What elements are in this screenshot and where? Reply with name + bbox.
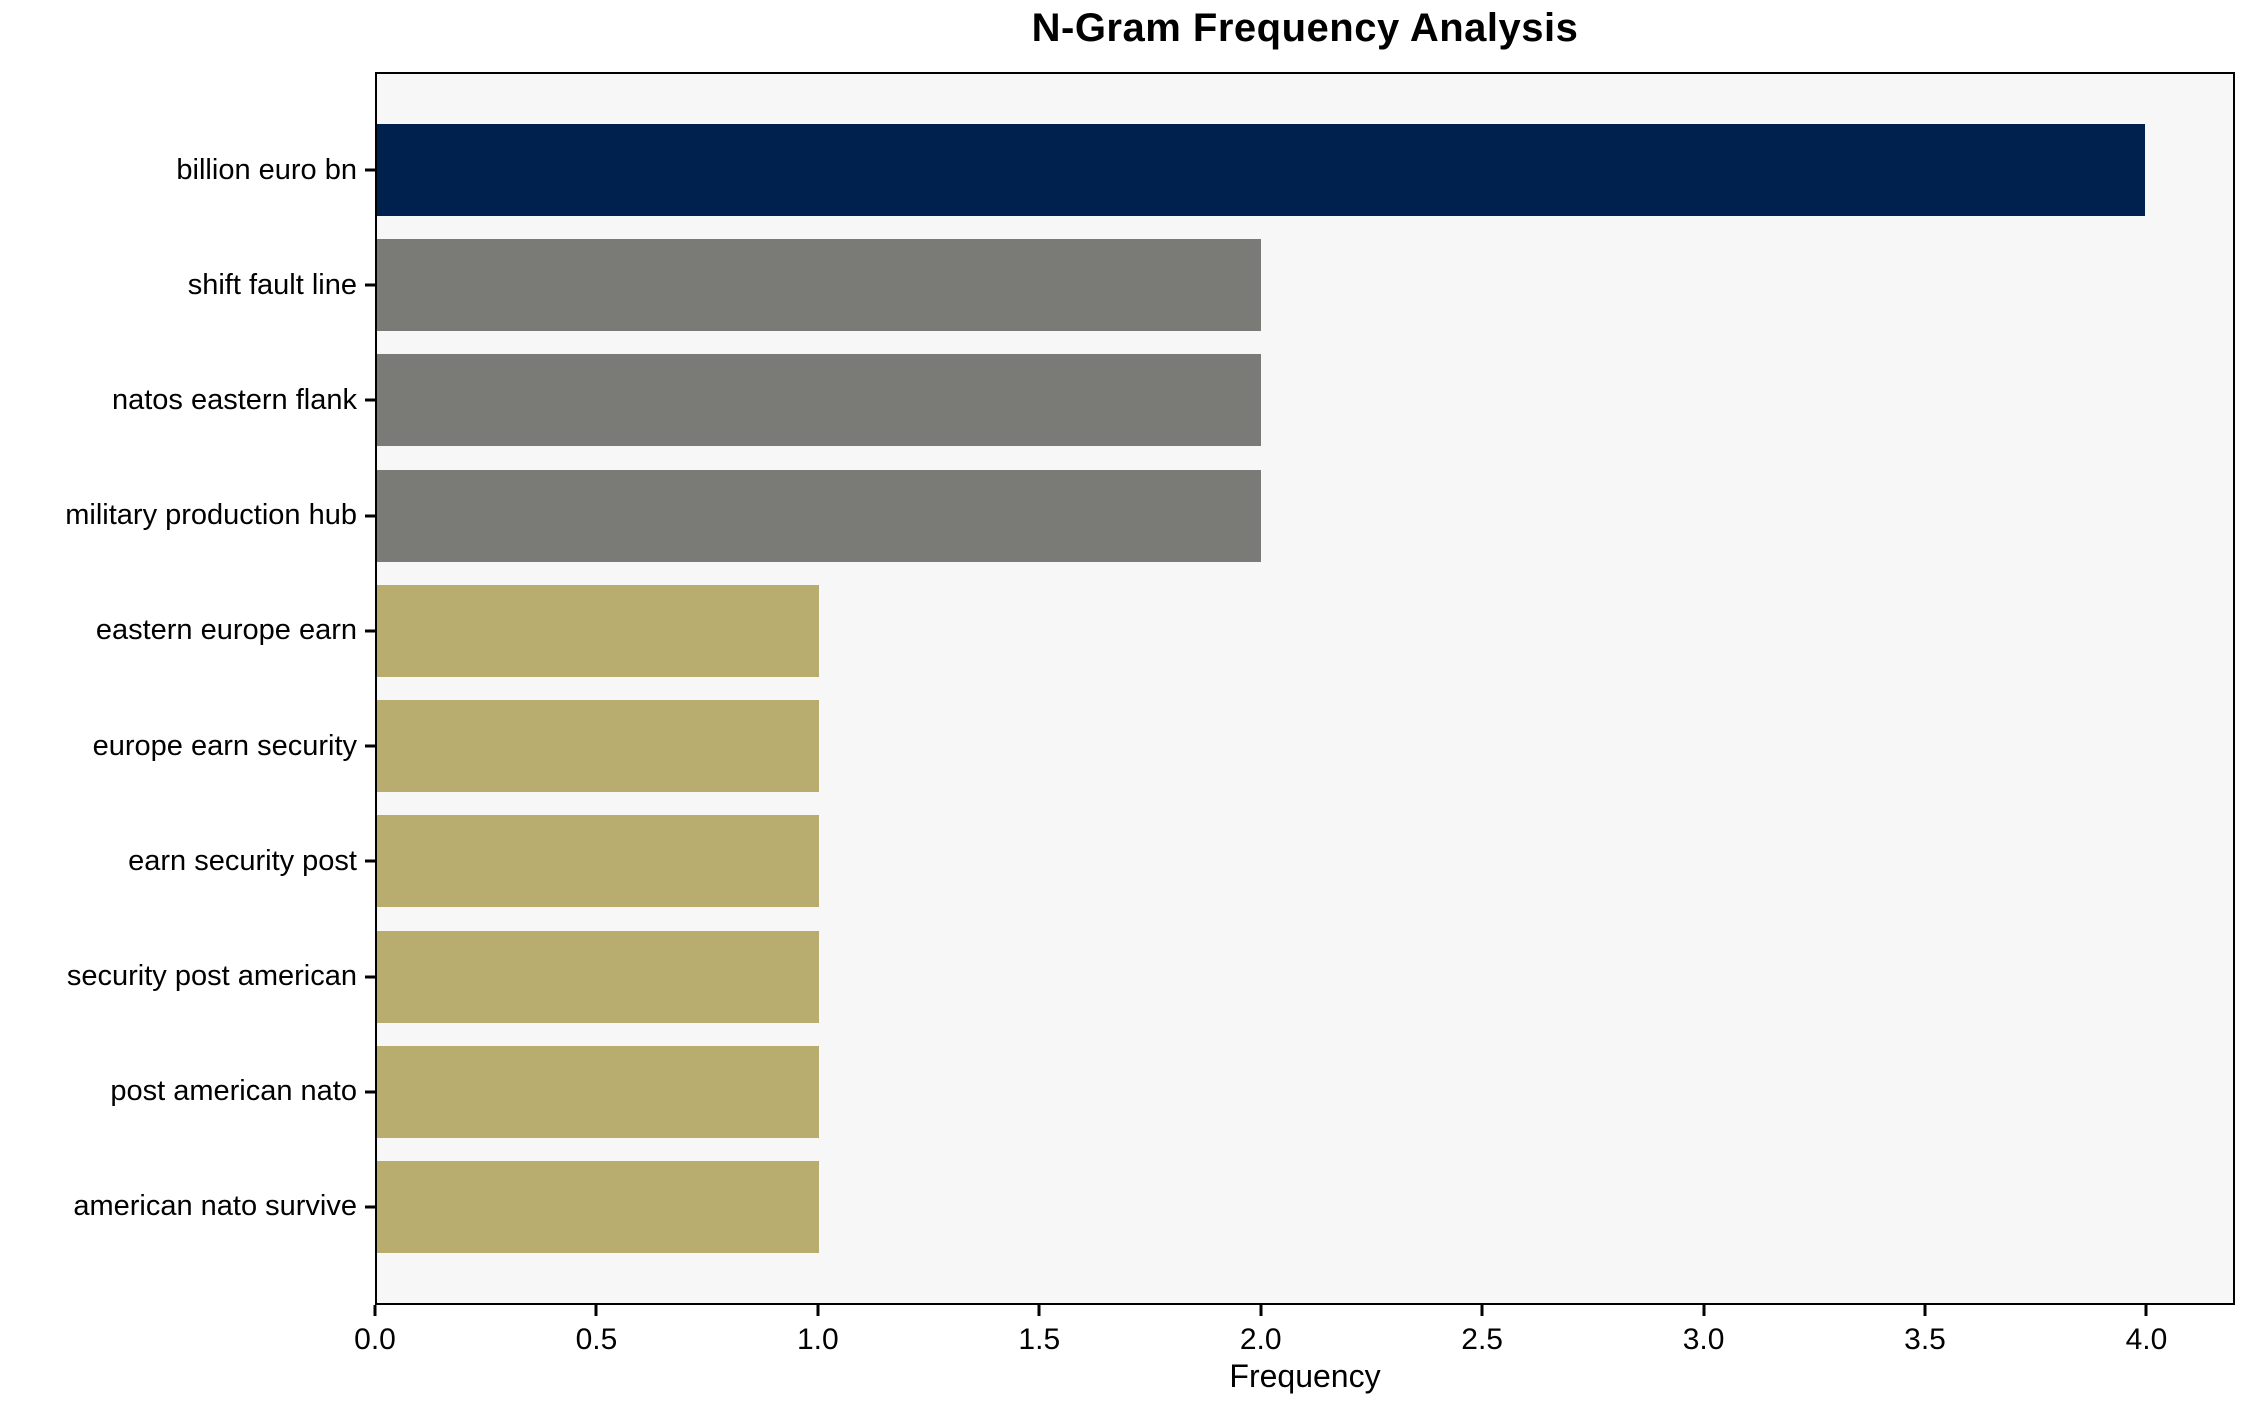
bar-row: billion euro bn xyxy=(176,124,2233,216)
bar-row: shift fault line xyxy=(188,239,2233,332)
x-tick-mark xyxy=(2144,1305,2148,1316)
category-label: shift fault line xyxy=(187,268,357,301)
x-tick-label: 2.0 xyxy=(1239,1323,1282,1356)
category-label: europe earn security xyxy=(92,729,357,762)
bar-row: europe earn security xyxy=(93,700,2233,793)
bar-row: post american nato xyxy=(110,1045,2233,1138)
bar-row: american nato survive xyxy=(73,1160,2233,1253)
bar xyxy=(377,1160,819,1253)
x-tick-label: 1.5 xyxy=(1018,1323,1061,1356)
bar-row: earn security post xyxy=(128,815,2233,908)
bar xyxy=(377,239,1261,332)
x-tick-label: 3.0 xyxy=(1682,1323,1725,1356)
x-tick-mark xyxy=(594,1305,598,1316)
x-tick-mark xyxy=(1480,1305,1484,1316)
y-tick-mark xyxy=(365,1205,375,1209)
x-tick-label: 4.0 xyxy=(2125,1323,2168,1356)
y-tick-mark xyxy=(365,283,375,287)
category-label: billion euro bn xyxy=(176,153,357,186)
category-label: natos eastern flank xyxy=(111,383,357,416)
category-label: american nato survive xyxy=(73,1190,357,1223)
y-tick-mark xyxy=(365,1090,375,1094)
bar-row: military production hub xyxy=(65,469,2233,562)
category-label: military production hub xyxy=(65,499,357,532)
bar xyxy=(377,469,1261,562)
category-label: post american nato xyxy=(110,1075,357,1108)
bar xyxy=(377,815,819,908)
x-tick-label: 3.5 xyxy=(1904,1323,1946,1356)
bar xyxy=(377,124,2145,216)
bar xyxy=(377,700,819,793)
bar-row: security post american xyxy=(67,930,2233,1023)
y-tick-mark xyxy=(365,514,375,518)
x-tick-label: 0.5 xyxy=(575,1323,618,1356)
bars: billion euro bn shift fault line natos eas… xyxy=(65,74,2233,1303)
bar xyxy=(377,354,1261,447)
category-label: earn security post xyxy=(128,844,357,877)
x-tick-mark xyxy=(373,1305,377,1316)
x-tick-mark xyxy=(1702,1305,1706,1316)
bar xyxy=(377,930,819,1023)
x-axis: 0.0 0.5 1.0 1.5 2.0 2.5 3.0 3.5 4.0 xyxy=(354,1305,2235,1375)
x-tick-mark xyxy=(816,1305,820,1316)
y-tick-mark xyxy=(365,744,375,748)
x-tick-mark xyxy=(1923,1305,1927,1316)
y-tick-mark xyxy=(365,168,375,172)
x-tick-label: 1.0 xyxy=(796,1323,839,1356)
category-label: eastern europe earn xyxy=(95,614,357,647)
bar xyxy=(377,584,819,677)
y-tick-mark xyxy=(365,629,375,633)
x-tick-mark xyxy=(1037,1305,1041,1316)
chart-title: N-Gram Frequency Analysis xyxy=(1031,6,1579,50)
x-tick-label: 0.0 xyxy=(354,1323,396,1356)
x-tick-label: 2.5 xyxy=(1461,1323,1503,1356)
y-tick-mark xyxy=(365,975,375,979)
x-axis-title: Frequency xyxy=(1229,1358,1381,1394)
bar xyxy=(377,1045,819,1138)
plot-area: billion euro bn shift fault line natos eas… xyxy=(65,72,2235,1305)
x-tick-mark xyxy=(1259,1305,1263,1316)
bar-row: eastern europe earn xyxy=(96,584,2233,677)
y-tick-mark xyxy=(365,398,375,402)
bar-row: natos eastern flank xyxy=(112,354,2233,447)
category-label: security post american xyxy=(66,960,357,993)
y-tick-mark xyxy=(365,859,375,863)
